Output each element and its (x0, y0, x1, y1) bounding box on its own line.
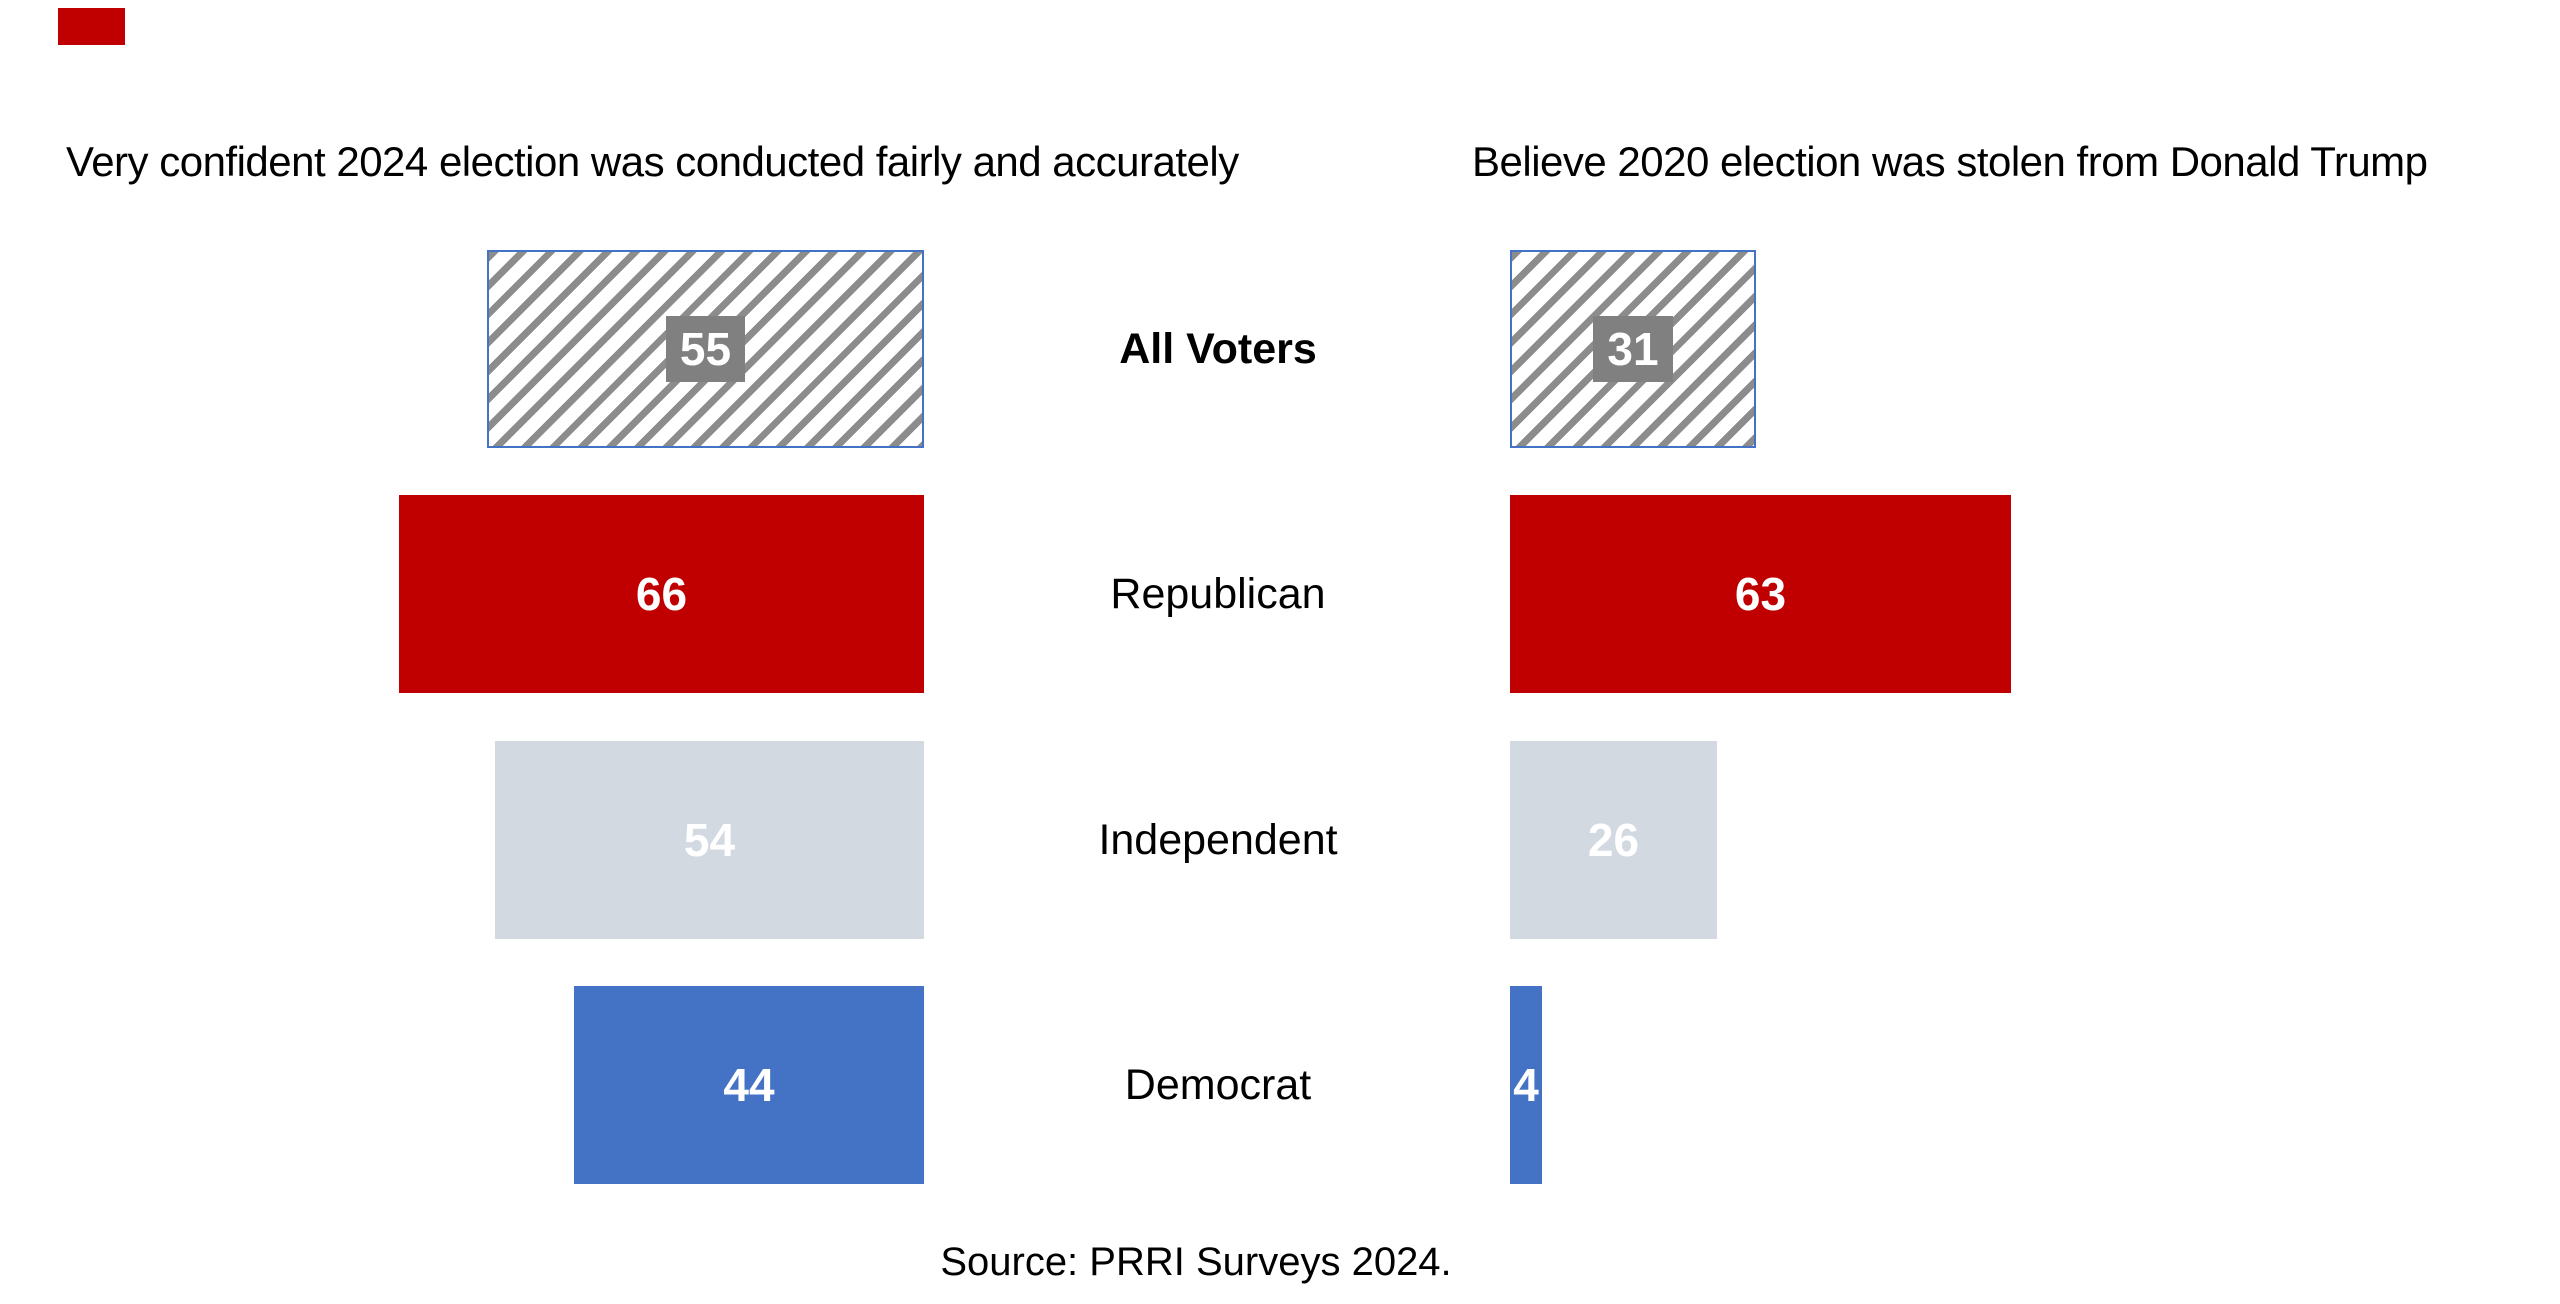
left-bar-all-voters: 55 (487, 250, 924, 448)
corner-red-mark (58, 8, 125, 45)
right-bar-independent: 26 (1510, 741, 1717, 939)
value-label: 63 (1734, 567, 1787, 620)
category-label-republican: Republican (1110, 569, 1326, 618)
category-label-independent: Independent (1098, 815, 1338, 864)
right-bar-republican: 63 (1510, 495, 2011, 693)
category-label-democrat: Democrat (1124, 1060, 1312, 1109)
right-bar-democrat: 4 (1510, 986, 1542, 1184)
right-chart-title: Believe 2020 election was stolen from Do… (1472, 138, 2428, 185)
left-bar-republican: 66 (399, 495, 924, 693)
source-note: Source: PRRI Surveys 2024. (940, 1240, 1452, 1284)
value-label: 4 (1513, 1058, 1539, 1111)
value-label: 54 (683, 813, 736, 866)
value-label: 55 (665, 315, 746, 383)
category-label-all-voters: All Voters (1119, 324, 1317, 373)
left-bar-democrat: 44 (574, 986, 924, 1184)
left-bar-independent: 54 (495, 741, 924, 939)
right-bar-all-voters: 31 (1510, 250, 1756, 448)
value-label: 44 (723, 1058, 775, 1111)
value-label: 31 (1593, 315, 1673, 383)
value-label: 66 (635, 567, 688, 620)
left-chart-title: Very confident 2024 election was conduct… (66, 138, 1239, 185)
value-label: 26 (1587, 813, 1640, 866)
